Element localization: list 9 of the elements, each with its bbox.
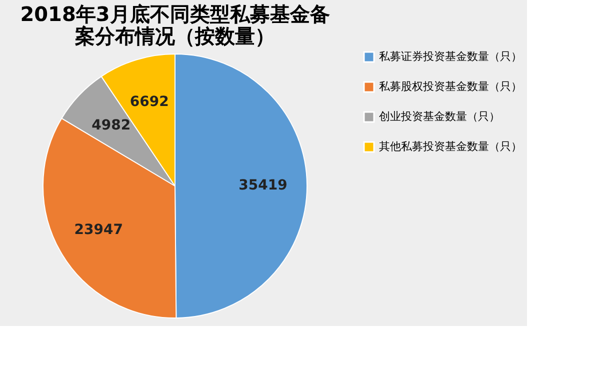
legend-label: 私募证券投资基金数量（只） <box>379 50 522 63</box>
data-label: 23947 <box>74 222 124 238</box>
chart-title: 2018年3月底不同类型私募基金备案分布情况（按数量） <box>20 2 330 48</box>
data-label: 35419 <box>238 178 288 194</box>
legend-label: 创业投资基金数量（只） <box>379 110 500 123</box>
legend-label: 其他私募投资基金数量（只） <box>379 140 522 153</box>
legend-label: 私募股权投资基金数量（只） <box>379 80 522 93</box>
data-label: 4982 <box>92 117 131 134</box>
data-label: 6692 <box>130 94 169 110</box>
